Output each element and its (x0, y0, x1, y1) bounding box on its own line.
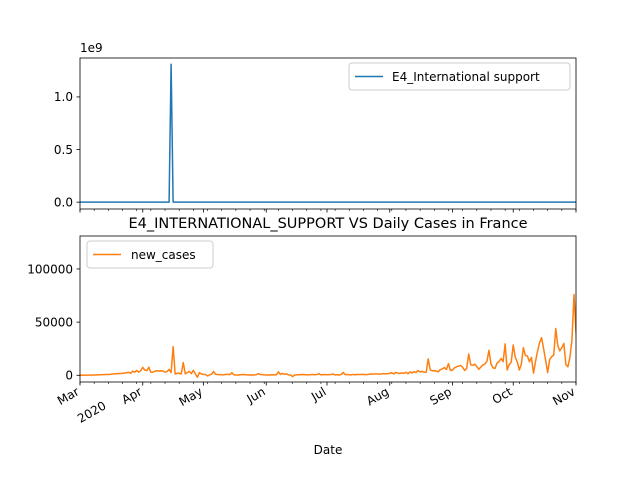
bottom-chart-title: E4_INTERNATIONAL_SUPPORT VS Daily Cases … (128, 216, 527, 232)
bottom-legend-label: new_cases (131, 248, 196, 262)
top-ytick-label: 0.5 (54, 143, 73, 157)
top-xticks (79, 209, 577, 213)
top-ytick-label: 0.0 (54, 195, 73, 209)
top-series-group (80, 63, 576, 203)
bottom-yaxis: 0 50000 100000 (27, 262, 80, 383)
bottom-ytick-label: 50000 (35, 315, 73, 329)
top-series-line (80, 63, 576, 203)
bottom-series-line (80, 293, 576, 378)
bottom-ytick-label: 0 (65, 369, 73, 383)
top-subplot: 0.0 0.5 1.0 1e9 E4_International support (54, 41, 577, 213)
top-legend: E4_International support (348, 62, 571, 91)
bottom-legend: new_cases (86, 240, 214, 269)
top-yaxis: 0.0 0.5 1.0 (54, 90, 80, 209)
top-legend-label: E4_International support (392, 70, 540, 84)
bottom-xtick-label: Jul (308, 384, 328, 404)
bottom-legend-box (86, 240, 214, 269)
top-offset-text: 1e9 (80, 41, 103, 55)
bottom-ytick-label: 100000 (27, 262, 73, 276)
bottom-series-group (80, 293, 576, 378)
top-legend-box (348, 62, 571, 91)
bottom-x-axis-label: Date (314, 443, 343, 457)
top-ytick-label: 1.0 (54, 90, 73, 104)
bottom-plot-frame (79, 235, 577, 383)
top-plot-frame (79, 57, 577, 210)
